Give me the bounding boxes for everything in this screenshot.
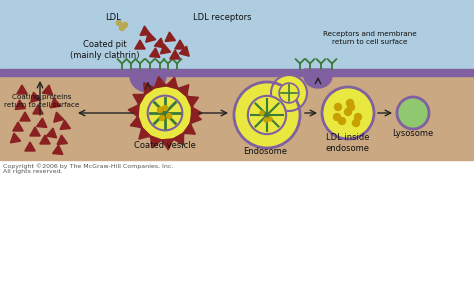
Polygon shape: [15, 100, 26, 110]
Polygon shape: [42, 85, 53, 95]
Polygon shape: [31, 92, 41, 102]
Circle shape: [157, 107, 163, 112]
Polygon shape: [177, 85, 189, 96]
Polygon shape: [191, 107, 202, 119]
Bar: [0, 69, 474, 76]
Polygon shape: [13, 122, 23, 131]
Polygon shape: [130, 69, 166, 92]
Text: LDL inside
endosome: LDL inside endosome: [326, 133, 370, 153]
Polygon shape: [20, 112, 30, 121]
Text: LDL receptors: LDL receptors: [193, 12, 251, 22]
Polygon shape: [30, 127, 40, 136]
Polygon shape: [10, 133, 21, 143]
Polygon shape: [60, 120, 71, 129]
Circle shape: [166, 113, 172, 118]
Polygon shape: [150, 48, 160, 57]
Polygon shape: [150, 136, 162, 148]
Text: Coated pit
(mainly clathrin): Coated pit (mainly clathrin): [70, 40, 140, 60]
Text: Endosome: Endosome: [243, 147, 287, 155]
Circle shape: [264, 118, 268, 122]
Polygon shape: [140, 26, 150, 36]
Polygon shape: [50, 98, 61, 108]
Polygon shape: [36, 118, 47, 128]
Polygon shape: [161, 139, 173, 150]
Polygon shape: [139, 128, 151, 139]
Polygon shape: [173, 133, 183, 145]
Text: Lysosome: Lysosome: [392, 128, 434, 138]
Circle shape: [122, 22, 128, 28]
Circle shape: [234, 82, 300, 148]
Circle shape: [260, 111, 264, 115]
Polygon shape: [33, 105, 43, 114]
Circle shape: [322, 87, 374, 139]
Circle shape: [248, 96, 286, 134]
Polygon shape: [54, 112, 64, 122]
Polygon shape: [53, 145, 63, 155]
Polygon shape: [25, 142, 35, 151]
Text: Receptors and membrane
return to cell surface: Receptors and membrane return to cell su…: [323, 31, 417, 45]
Text: Coated vesicle: Coated vesicle: [134, 141, 196, 149]
Polygon shape: [130, 116, 142, 128]
Polygon shape: [155, 77, 166, 88]
Circle shape: [345, 109, 352, 115]
Polygon shape: [183, 123, 195, 134]
Circle shape: [117, 20, 121, 25]
Polygon shape: [133, 94, 145, 105]
Polygon shape: [144, 83, 155, 95]
Polygon shape: [304, 69, 332, 88]
Circle shape: [353, 120, 359, 126]
Circle shape: [355, 113, 362, 120]
Polygon shape: [160, 44, 171, 54]
Circle shape: [346, 99, 354, 107]
Polygon shape: [170, 50, 180, 59]
Circle shape: [347, 104, 355, 110]
Circle shape: [119, 25, 125, 30]
Polygon shape: [40, 135, 50, 144]
Bar: [0, 76, 474, 160]
Polygon shape: [155, 38, 164, 48]
Text: LDL: LDL: [105, 12, 121, 22]
Circle shape: [159, 115, 164, 120]
Circle shape: [163, 105, 167, 110]
Bar: [0, 0, 474, 69]
Polygon shape: [166, 77, 178, 89]
Circle shape: [137, 85, 193, 141]
Polygon shape: [175, 40, 185, 49]
Polygon shape: [146, 32, 156, 42]
Polygon shape: [190, 112, 201, 123]
Circle shape: [279, 83, 299, 103]
Polygon shape: [165, 32, 175, 41]
Circle shape: [335, 104, 341, 110]
Text: Copyright ©2006 by The McGraw-Hill Companies, Inc.
All rights reserved.: Copyright ©2006 by The McGraw-Hill Compa…: [3, 163, 173, 174]
Circle shape: [334, 113, 340, 120]
Circle shape: [147, 96, 182, 130]
Circle shape: [271, 75, 307, 111]
Polygon shape: [17, 85, 27, 94]
Polygon shape: [128, 105, 139, 117]
Circle shape: [397, 97, 429, 129]
Circle shape: [338, 118, 346, 125]
Polygon shape: [179, 46, 189, 56]
Polygon shape: [135, 40, 145, 49]
Polygon shape: [57, 135, 67, 144]
Text: Coating proteins
return to cell surface: Coating proteins return to cell surface: [4, 94, 80, 108]
Polygon shape: [186, 96, 199, 107]
Circle shape: [268, 117, 272, 121]
Polygon shape: [46, 128, 56, 138]
